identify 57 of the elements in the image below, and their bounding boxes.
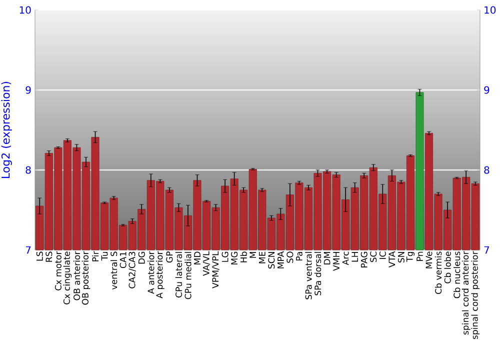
x-tick-label: Cx cingulate bbox=[63, 252, 72, 304]
x-tick-label: SO bbox=[286, 252, 294, 263]
x-tick-label: ventral S bbox=[110, 252, 118, 290]
x-tick-label: Pa bbox=[296, 252, 302, 260]
y-axis-title: Log2 (expression) bbox=[1, 82, 12, 178]
x-tick-label: spinal cord posterior bbox=[471, 251, 480, 340]
y-tick-label: 9 bbox=[26, 86, 31, 94]
x-tick-label: OB anterior bbox=[73, 251, 80, 300]
x-tick-label: A posterior bbox=[156, 251, 164, 298]
x-tick-label: Cb lobe bbox=[444, 252, 451, 284]
y2-tick-label: 7 bbox=[484, 246, 490, 254]
x-tick-label: RS bbox=[46, 252, 52, 262]
x-tick-label: spinal cord anterior bbox=[462, 251, 470, 335]
x-tick-label: VPM/VPL bbox=[212, 251, 220, 288]
x-tick-label: VTA bbox=[388, 251, 396, 268]
y2-tick-label: 10 bbox=[484, 6, 496, 14]
x-tick-label: MPA bbox=[278, 251, 284, 268]
x-tick-label: SPa ventral bbox=[305, 252, 312, 300]
x-tick-label: SCN bbox=[268, 252, 275, 269]
x-tick-label: SPa dorsal bbox=[314, 252, 322, 296]
y-tick-label: 10 bbox=[20, 6, 31, 14]
x-tick-label: Tu bbox=[101, 252, 108, 261]
x-tick-label: VMH bbox=[333, 252, 340, 271]
x-tick-label: M bbox=[250, 252, 256, 258]
x-tick-label: DM bbox=[324, 252, 330, 264]
x-tick-label: Cb nucleus bbox=[454, 252, 460, 298]
x-tick-label: PAG bbox=[360, 252, 368, 268]
x-tick-label: LG bbox=[222, 252, 228, 262]
x-tick-label: Arc bbox=[342, 252, 349, 266]
x-tick-label: MD bbox=[194, 252, 200, 264]
x-tick-label: SC bbox=[370, 252, 377, 262]
y-tick-label: 8 bbox=[26, 166, 31, 174]
x-tick-label: LS bbox=[36, 252, 43, 261]
x-tick-label: MVe bbox=[426, 252, 432, 268]
x-tick-label: Pir bbox=[92, 251, 99, 262]
x-tick-label: OB posterior bbox=[82, 251, 90, 305]
x-tick-label: Cb vermis bbox=[434, 252, 442, 294]
x-tick-label: Hb bbox=[240, 252, 247, 262]
y2-tick-label: 9 bbox=[484, 86, 490, 94]
x-tick-label: VA/VL bbox=[202, 251, 210, 276]
x-tick-label: GP bbox=[166, 251, 173, 263]
x-tick-label: CPu lateral bbox=[175, 252, 182, 298]
x-tick-label: CA2/CA3 bbox=[128, 252, 136, 288]
x-tick-label: Tg bbox=[406, 252, 414, 262]
x-tick-label: A anterior bbox=[148, 251, 154, 294]
x-tick-label: DG bbox=[138, 252, 145, 264]
x-tick-label: SN bbox=[398, 252, 404, 263]
x-tick-label: IC bbox=[379, 252, 386, 259]
x-tick-label: Pn bbox=[416, 252, 423, 261]
y-tick-label: 7 bbox=[26, 246, 31, 254]
y2-tick-label: 8 bbox=[484, 166, 490, 174]
x-tick-label: CPu medial bbox=[184, 252, 192, 300]
x-tick-label: CA1 bbox=[120, 252, 126, 268]
x-tick-label: LH bbox=[352, 252, 358, 262]
x-tick-label: Cx motor bbox=[54, 251, 62, 290]
x-tick-label: MG bbox=[231, 252, 238, 264]
x-tick-label: ME bbox=[259, 252, 266, 264]
